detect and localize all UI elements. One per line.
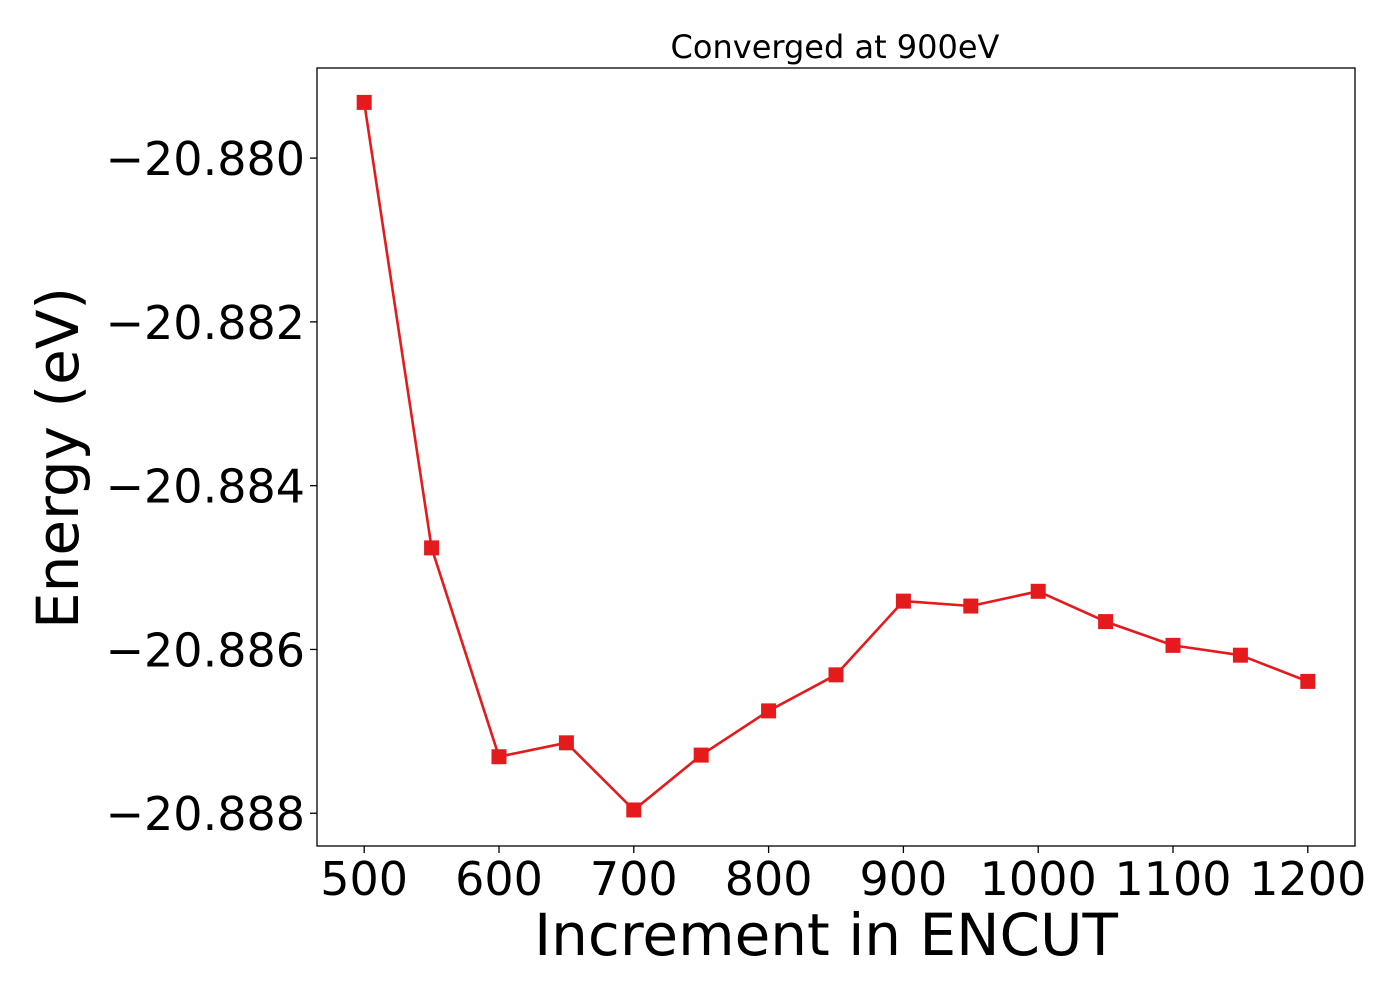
data-point-marker [626,802,642,818]
data-point-marker [1098,614,1114,630]
data-point-marker [761,703,777,719]
data-point-marker [356,94,372,110]
data-point-marker [693,747,709,763]
x-tick-label: 600 [455,852,543,906]
data-point-marker [828,667,844,683]
data-point-marker [1300,673,1316,689]
data-point-marker [1165,637,1181,653]
plot-area: 500 600 700 800 900 1000 1100 1200 −20.880 −20.88… [106,67,1366,906]
data-point-marker [963,598,979,614]
y-tick-label: −20.884 [106,460,306,514]
x-tick-label: 1100 [1114,852,1231,906]
chart-title: Converged at 900eV [671,28,1000,66]
plot-frame [316,67,1356,847]
x-tick-label: 1200 [1249,852,1366,906]
data-point-marker [1030,583,1046,599]
x-tick-label: 500 [320,852,408,906]
x-tick-label: 900 [859,852,947,906]
y-tick-label: −20.888 [106,787,306,841]
x-tick-label: 1000 [980,852,1097,906]
data-point-marker [424,540,440,556]
x-axis-label: Increment in ENCUT [534,901,1118,969]
y-tick-label: −20.886 [106,623,306,677]
energy-series-line [362,102,1309,812]
data-point-marker [1232,647,1248,663]
x-tick-label: 800 [725,852,813,906]
data-point-marker [558,735,574,751]
y-axis-label: Energy (eV) [24,287,92,629]
y-tick-label: −20.882 [106,296,306,350]
y-tick-label: −20.880 [106,132,306,186]
data-point-marker [491,749,507,765]
x-tick-label: 700 [590,852,678,906]
data-point-marker [895,593,911,609]
